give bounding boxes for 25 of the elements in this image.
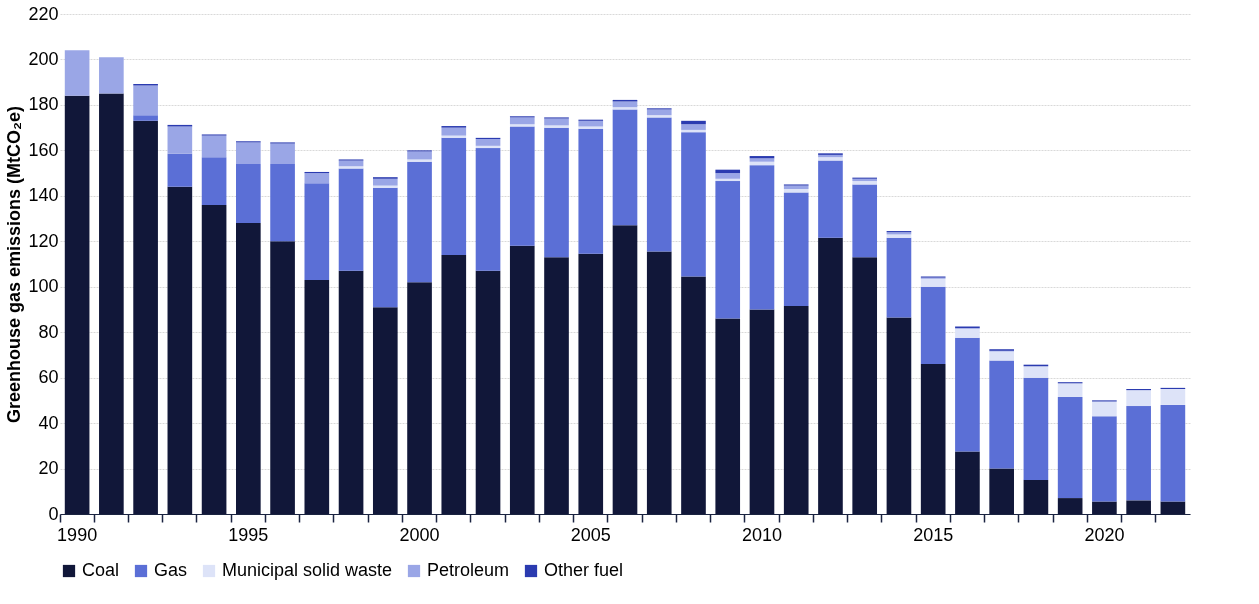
legend-label: Other fuel [544,560,624,580]
x-tick-label: 2020 [1084,524,1125,545]
legend-label: Petroleum [427,560,510,580]
y-tick-label: 160 [28,139,59,160]
x-tick-label: 2000 [399,524,440,545]
y-tick-label: 120 [28,230,59,251]
legend-label: Gas [154,560,188,580]
y-tick-label: 140 [28,185,59,206]
legend-label: Coal [82,560,120,580]
y-tick-label: 0 [48,503,59,524]
y-tick-label: 180 [28,94,59,115]
x-tick-label: 2010 [741,524,782,545]
y-tick-label: 200 [28,48,59,69]
x-tick-label: 1990 [57,524,98,545]
y-tick-label: 20 [38,458,59,479]
x-tick-label: 1995 [228,524,269,545]
x-tick-label: 2005 [570,524,611,545]
y-axis-title: Greenhouse gas emissions (MtCO₂e) [4,105,25,424]
y-tick-label: 220 [28,3,59,24]
y-tick-label: 100 [28,276,59,297]
y-tick-label: 60 [38,367,59,388]
x-tick-label: 2015 [913,524,954,545]
y-tick-label: 80 [38,321,59,342]
legend-label: Municipal solid waste [222,560,393,580]
y-tick-label: 40 [38,412,59,433]
